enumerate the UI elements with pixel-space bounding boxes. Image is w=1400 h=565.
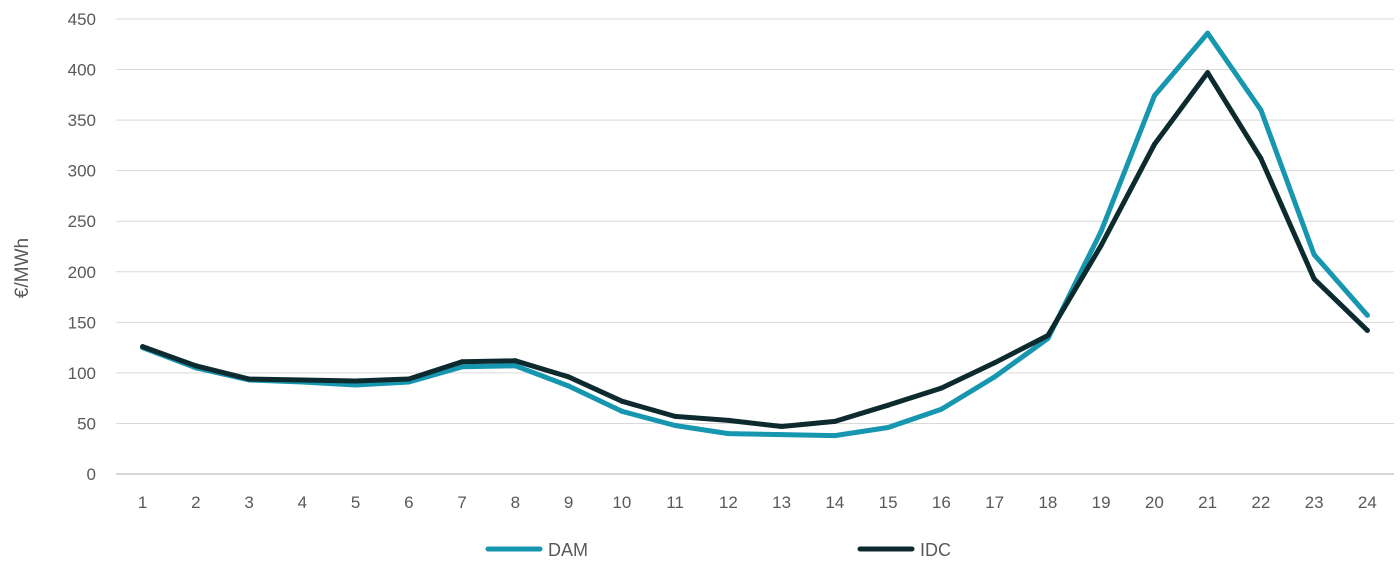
x-tick-label: 6 — [404, 493, 413, 512]
data-point-dam — [566, 383, 572, 389]
x-tick-label: 11 — [666, 493, 684, 512]
legend-label: IDC — [920, 540, 951, 560]
x-axis-ticks: 1 2 3 4 5 6 7 8 9 10 11 12 13 14 15 16 17 18 19 20 21 22 23 24 — [138, 493, 1377, 512]
y-axis-label: €/MWh — [12, 238, 33, 298]
data-point-idc — [566, 374, 572, 380]
data-point-dam — [992, 374, 998, 380]
data-point-idc — [992, 360, 998, 366]
x-tick-label: 5 — [351, 493, 360, 512]
data-point-idc — [1364, 327, 1370, 333]
x-tick-label: 16 — [932, 493, 951, 512]
data-point-idc — [1311, 276, 1317, 282]
data-point-dam — [1205, 30, 1211, 36]
x-tick-label: 14 — [825, 493, 844, 512]
data-point-dam — [1311, 252, 1317, 258]
y-tick-label: 50 — [77, 414, 96, 433]
legend: DAM IDC — [485, 540, 951, 560]
data-point-idc — [299, 377, 305, 383]
x-tick-label: 12 — [719, 493, 738, 512]
data-point-idc — [1205, 70, 1211, 76]
data-point-idc — [1098, 242, 1104, 248]
data-point-idc — [512, 358, 518, 364]
data-point-idc — [406, 376, 412, 382]
data-point-dam — [459, 364, 465, 370]
x-tick-label: 9 — [564, 493, 573, 512]
y-tick-label: 400 — [68, 61, 96, 80]
data-point-idc — [353, 378, 359, 384]
grid-lines — [116, 18, 1394, 424]
data-point-idc — [1151, 141, 1157, 147]
data-point-idc — [459, 359, 465, 365]
x-tick-label: 21 — [1198, 493, 1217, 512]
series-line-dam — [140, 30, 1370, 439]
data-point-idc — [832, 418, 838, 424]
x-tick-label: 17 — [985, 493, 1004, 512]
x-tick-label: 13 — [772, 493, 791, 512]
data-point-dam — [885, 424, 891, 430]
data-point-dam — [779, 432, 785, 438]
data-point-idc — [619, 398, 625, 404]
data-point-dam — [1364, 312, 1370, 318]
x-tick-label: 24 — [1358, 493, 1377, 512]
legend-item-dam: DAM — [485, 540, 588, 560]
y-tick-label: 250 — [68, 212, 96, 231]
x-tick-label: 7 — [457, 493, 466, 512]
data-point-idc — [246, 376, 252, 382]
x-tick-label: 22 — [1251, 493, 1270, 512]
x-tick-label: 4 — [298, 493, 307, 512]
data-point-idc — [140, 344, 146, 350]
x-tick-label: 2 — [191, 493, 200, 512]
y-tick-label: 100 — [68, 364, 96, 383]
y-tick-label: 150 — [68, 313, 96, 332]
data-point-idc — [672, 413, 678, 419]
data-point-dam — [672, 422, 678, 428]
data-point-dam — [619, 408, 625, 414]
y-tick-label: 200 — [68, 263, 96, 282]
legend-label: DAM — [548, 540, 588, 560]
x-tick-label: 8 — [511, 493, 520, 512]
data-point-idc — [938, 385, 944, 391]
x-tick-label: 15 — [879, 493, 898, 512]
data-point-idc — [1258, 156, 1264, 162]
y-tick-label: 450 — [68, 10, 96, 29]
x-tick-label: 18 — [1038, 493, 1057, 512]
y-axis-ticks: 0 50 100 150 200 250 300 350 400 450 — [68, 10, 96, 484]
x-tick-label: 19 — [1092, 493, 1111, 512]
y-tick-label: 300 — [68, 162, 96, 181]
data-point-idc — [725, 417, 731, 423]
data-point-idc — [885, 402, 891, 408]
data-point-idc — [193, 363, 199, 369]
data-point-dam — [938, 406, 944, 412]
data-point-dam — [353, 382, 359, 388]
data-point-dam — [832, 433, 838, 439]
y-tick-label: 350 — [68, 111, 96, 130]
data-point-idc — [1045, 332, 1051, 338]
data-point-idc — [779, 423, 785, 429]
data-point-dam — [1151, 93, 1157, 99]
data-point-dam — [1098, 228, 1104, 234]
x-tick-label: 20 — [1145, 493, 1164, 512]
data-point-dam — [512, 363, 518, 369]
x-tick-label: 10 — [612, 493, 631, 512]
legend-item-idc: IDC — [857, 540, 951, 560]
x-tick-label: 23 — [1305, 493, 1324, 512]
x-tick-label: 1 — [138, 493, 147, 512]
series-line-idc — [140, 70, 1370, 429]
x-tick-label: 3 — [244, 493, 253, 512]
y-tick-label: 0 — [87, 465, 96, 484]
data-point-dam — [1258, 107, 1264, 113]
data-point-dam — [725, 431, 731, 437]
series-lines — [140, 30, 1370, 439]
